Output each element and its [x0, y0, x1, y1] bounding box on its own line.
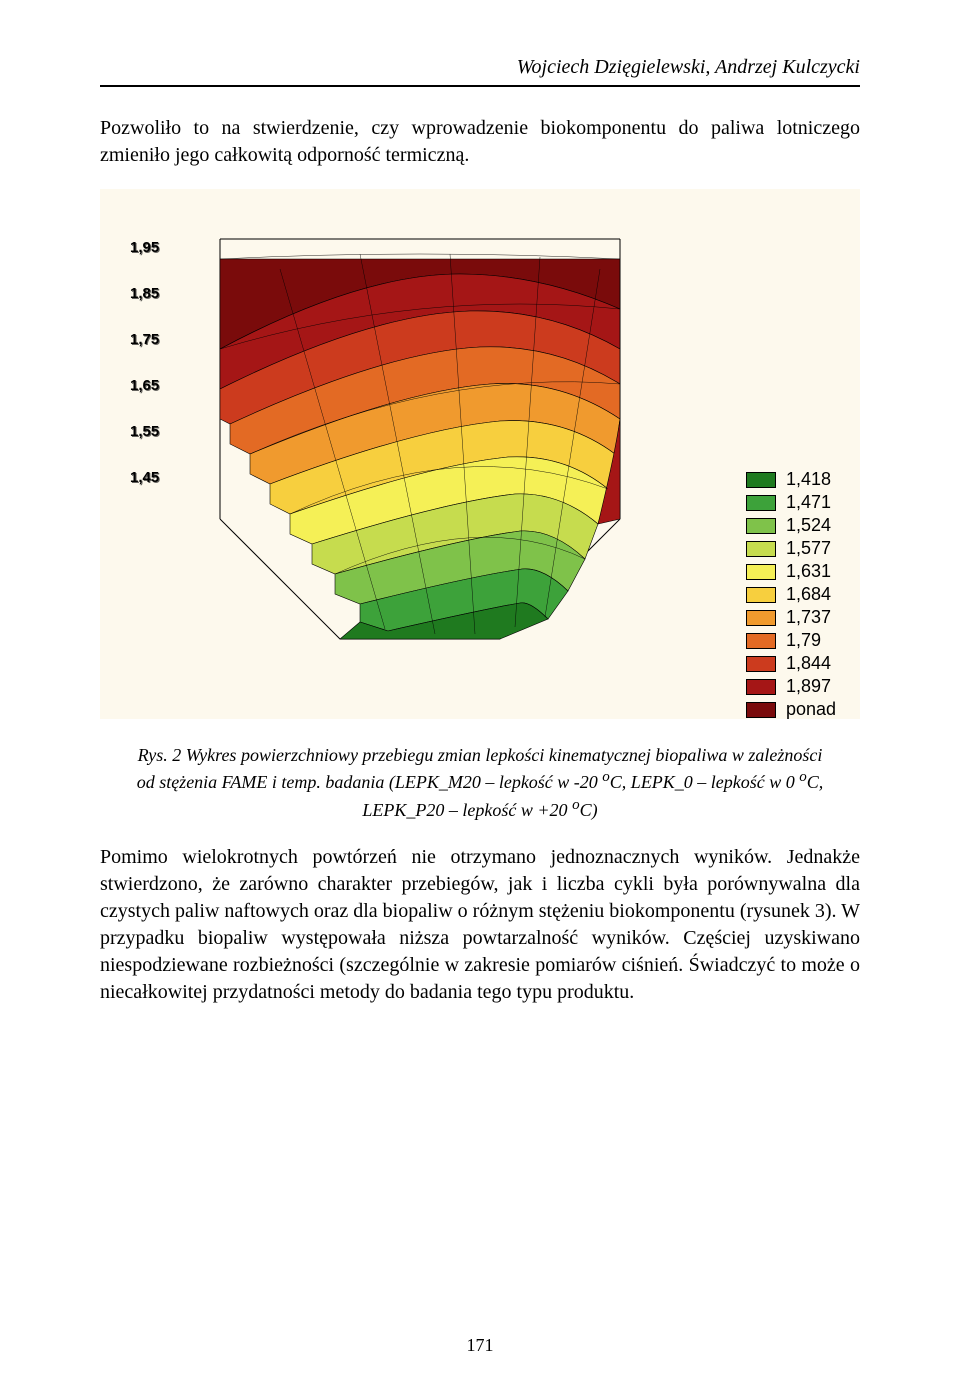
legend-row: ponad	[746, 699, 836, 720]
legend-label: 1,631	[786, 561, 831, 582]
header-authors: Wojciech Dzięgielewski, Andrzej Kulczyck…	[100, 56, 860, 79]
legend-row: 1,737	[746, 607, 836, 628]
legend-swatch	[746, 656, 776, 672]
caption-text-4: C)	[580, 800, 598, 820]
legend-row: 1,897	[746, 676, 836, 697]
header-rule	[100, 85, 860, 87]
legend-swatch	[746, 495, 776, 511]
figure-caption: Rys. 2 Wykres powierzchniowy przebiegu z…	[100, 743, 860, 822]
legend-label: 1,79	[786, 630, 821, 651]
caption-sup-2: o	[799, 769, 807, 785]
caption-sup-3: o	[572, 797, 580, 813]
chart-legend: 1,4181,4711,5241,5771,6311,6841,7371,791…	[746, 469, 836, 722]
legend-swatch	[746, 472, 776, 488]
z-axis-tick: 1,951,95	[130, 239, 159, 256]
legend-label: 1,418	[786, 469, 831, 490]
legend-swatch	[746, 610, 776, 626]
intro-paragraph: Pozwoliło to na stwierdzenie, czy wprowa…	[100, 115, 860, 169]
legend-row: 1,631	[746, 561, 836, 582]
legend-row: 1,418	[746, 469, 836, 490]
caption-sup-1: o	[602, 769, 610, 785]
z-axis-tick: 1,751,75	[130, 331, 159, 348]
legend-swatch	[746, 518, 776, 534]
legend-swatch	[746, 633, 776, 649]
legend-row: 1,524	[746, 515, 836, 536]
z-axis-tick: 1,451,45	[130, 469, 159, 486]
legend-label: 1,577	[786, 538, 831, 559]
legend-label: 1,684	[786, 584, 831, 605]
legend-row: 1,79	[746, 630, 836, 651]
legend-label: 1,471	[786, 492, 831, 513]
surface-svg	[160, 219, 700, 659]
legend-swatch	[746, 564, 776, 580]
legend-label: 1,844	[786, 653, 831, 674]
legend-label: ponad	[786, 699, 836, 720]
legend-swatch	[746, 587, 776, 603]
surface-chart: 1,951,95 1,851,85 1,751,75 1,651,65 1,551,55…	[100, 189, 860, 719]
z-axis-tick: 1,651,65	[130, 377, 159, 394]
body-paragraph: Pomimo wielokrotnych powtórzeń nie otrzy…	[100, 844, 860, 1006]
legend-swatch	[746, 541, 776, 557]
legend-row: 1,577	[746, 538, 836, 559]
legend-swatch	[746, 679, 776, 695]
legend-row: 1,471	[746, 492, 836, 513]
z-axis-tick: 1,851,85	[130, 285, 159, 302]
legend-label: 1,897	[786, 676, 831, 697]
legend-label: 1,737	[786, 607, 831, 628]
page-number: 171	[0, 1335, 960, 1356]
z-axis-tick: 1,551,55	[130, 423, 159, 440]
legend-row: 1,684	[746, 584, 836, 605]
caption-text-2: C, LEPK_0 – lepkość w 0	[610, 772, 800, 792]
legend-row: 1,844	[746, 653, 836, 674]
legend-label: 1,524	[786, 515, 831, 536]
legend-swatch	[746, 702, 776, 718]
